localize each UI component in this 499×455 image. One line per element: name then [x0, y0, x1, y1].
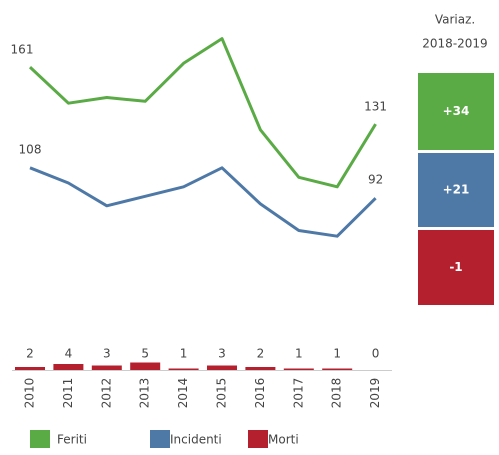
x-tick-label: 2019 — [368, 378, 382, 409]
bar — [322, 368, 353, 370]
data-label: 161 — [11, 43, 34, 57]
legend-label: Incidenti — [170, 433, 222, 447]
data-label: 5 — [141, 347, 149, 361]
legend-swatch — [248, 430, 268, 448]
x-tick-label: 2012 — [99, 378, 113, 409]
data-label: 1 — [295, 347, 303, 361]
data-label: 92 — [368, 173, 383, 187]
legend-label: Morti — [268, 433, 299, 447]
data-label: 108 — [19, 142, 42, 156]
x-tick-label: 2018 — [330, 378, 344, 409]
variation-label: +34 — [443, 104, 470, 118]
legend-swatch — [150, 430, 170, 448]
bar — [168, 368, 199, 370]
x-tick-label: 2016 — [253, 378, 267, 409]
x-tick-label: 2017 — [291, 378, 305, 409]
panel-subtitle: 2018-2019 — [422, 37, 487, 51]
data-label: 3 — [103, 347, 111, 361]
variation-label: +21 — [443, 183, 470, 197]
x-tick-label: 2014 — [176, 378, 190, 409]
panel-title: Variaz. — [435, 13, 475, 27]
bar — [15, 367, 45, 370]
legend-label: Feriti — [57, 433, 87, 447]
data-label: 4 — [65, 347, 73, 361]
x-tick-label: 2013 — [138, 378, 152, 409]
x-tick-label: 2010 — [23, 378, 37, 409]
bar — [53, 364, 84, 370]
bar — [130, 362, 161, 370]
data-label: 0 — [372, 347, 380, 361]
x-tick-label: 2011 — [61, 378, 75, 409]
data-label: 2 — [26, 347, 34, 361]
bar — [283, 368, 314, 370]
legend-swatch — [30, 430, 50, 448]
line — [28, 37, 377, 189]
data-label: 1 — [333, 347, 341, 361]
bar — [91, 365, 122, 370]
bar — [207, 365, 237, 370]
data-label: 131 — [364, 100, 387, 114]
data-label: 2 — [257, 347, 265, 361]
data-label: 3 — [218, 347, 226, 361]
x-tick-label: 2015 — [215, 378, 229, 409]
variation-label: -1 — [449, 260, 462, 274]
line — [29, 166, 377, 238]
variation-box — [418, 153, 494, 227]
bar — [245, 367, 276, 370]
data-label: 1 — [180, 347, 188, 361]
variation-box — [418, 73, 494, 150]
variation-box — [418, 230, 494, 305]
